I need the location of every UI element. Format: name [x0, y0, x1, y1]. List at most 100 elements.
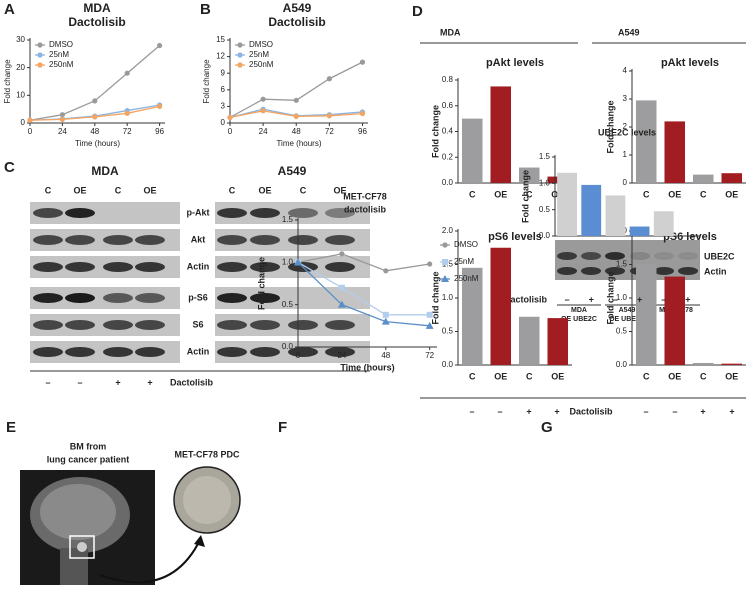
source-label: lung cancer patient [47, 454, 130, 464]
lane-label: C [45, 185, 52, 195]
y-tick-label: 0.5 [616, 327, 628, 336]
blot-band [103, 347, 133, 357]
y-tick-label: 1.5 [282, 215, 294, 224]
point [381, 317, 390, 325]
chart-title: pAkt levels [661, 57, 719, 69]
bar [490, 247, 512, 365]
panel-letter: G [541, 419, 553, 436]
y-tick-label: 0.5 [442, 327, 454, 336]
x-tick-label: 72 [123, 127, 132, 136]
bar [547, 318, 569, 365]
legend-label: 250nM [454, 274, 479, 283]
series-line [297, 253, 430, 272]
blot-row-label: Actin [187, 261, 210, 271]
x-tick-label: C [643, 371, 650, 381]
x-tick-label: 96 [155, 127, 164, 136]
lane-label: C [229, 185, 236, 195]
panel-letter: D [412, 3, 423, 20]
y-tick-label: 0.6 [442, 101, 454, 110]
lane-label: OE [73, 185, 86, 195]
y-tick-label: 1.0 [282, 257, 294, 266]
treatment: – [45, 377, 50, 387]
legend-marker [442, 242, 448, 248]
blot-band [217, 293, 247, 303]
y-tick-label: 2 [623, 122, 628, 131]
point [59, 112, 65, 118]
legend-label: 25nM [49, 50, 69, 59]
blot-band [325, 262, 355, 272]
x-tick-label: C [643, 189, 650, 199]
blot-band [605, 267, 625, 275]
y-tick-label: 1.0 [442, 293, 454, 302]
blot-strip [555, 240, 700, 280]
y-tick-label: 3 [623, 94, 628, 103]
chart-title: MET-CF78 [343, 191, 387, 201]
x-tick-label: – [565, 294, 570, 304]
point [59, 116, 65, 123]
blot-band [65, 208, 95, 218]
y-tick-label: 0.0 [616, 360, 628, 369]
treatment: – [469, 406, 474, 416]
blot-band [325, 347, 355, 357]
x-tick-label: C [700, 371, 707, 381]
point [157, 103, 163, 109]
blot-row-label: UBE2C [704, 251, 735, 261]
blot-band [103, 320, 133, 330]
point [359, 110, 366, 117]
point [157, 42, 163, 49]
series-line [229, 61, 363, 119]
y-axis-label: Fold change [430, 105, 440, 158]
x-tick-label: – [613, 294, 618, 304]
x-tick-label: 24 [337, 351, 346, 360]
x-tick-label: 96 [358, 127, 367, 136]
treatment: + [554, 406, 559, 416]
blot-band [33, 262, 63, 272]
y-tick-label: 12 [216, 52, 225, 61]
lane-label: C [115, 185, 122, 195]
blot-band [288, 320, 318, 330]
chart-subtitle: Dactolisib [68, 15, 125, 29]
arrow [99, 539, 201, 584]
blot-band [654, 267, 674, 275]
blot-band [250, 208, 280, 218]
point [337, 300, 346, 308]
source-label: BM from [70, 441, 107, 451]
x-tick-label: + [685, 294, 690, 304]
point [227, 114, 233, 121]
legend-marker [37, 52, 43, 58]
lesion [77, 542, 87, 552]
y-tick-label: 15 [216, 35, 225, 44]
blot-band [250, 320, 280, 330]
lane-label: OE [258, 185, 271, 195]
mri-brain [40, 484, 116, 540]
group-label: OE UBE2C [609, 316, 645, 323]
x-axis-label: Time (hours) [75, 139, 120, 148]
lane-label: OE [333, 185, 346, 195]
point [124, 70, 130, 76]
y-tick-label: 0 [623, 178, 628, 187]
mri-neck [60, 548, 88, 585]
x-tick-label: 0 [28, 127, 33, 136]
x-tick-label: OE [551, 371, 564, 381]
point [326, 76, 332, 82]
x-tick-label: OE [668, 371, 681, 381]
y-axis-label: Fold change [520, 170, 530, 223]
bar [461, 118, 483, 183]
x-tick-label: OE [494, 189, 507, 199]
bar [653, 211, 674, 236]
bar [692, 362, 714, 365]
blot-band [581, 252, 601, 260]
y-tick-label: 0.0 [442, 360, 454, 369]
chart-title: pS6 levels [488, 231, 542, 243]
chart-title: UBE2C levels [598, 127, 656, 137]
bar [518, 167, 540, 183]
blot-band [217, 235, 247, 245]
y-tick-label: 0.0 [282, 342, 294, 351]
bar [461, 267, 483, 365]
chart-title: pS6 levels [663, 231, 717, 243]
legend-marker [237, 62, 243, 68]
x-tick-label: 48 [292, 127, 301, 136]
point [260, 108, 266, 114]
y-tick-label: 1.0 [539, 178, 551, 187]
x-tick-label: OE [725, 189, 738, 199]
